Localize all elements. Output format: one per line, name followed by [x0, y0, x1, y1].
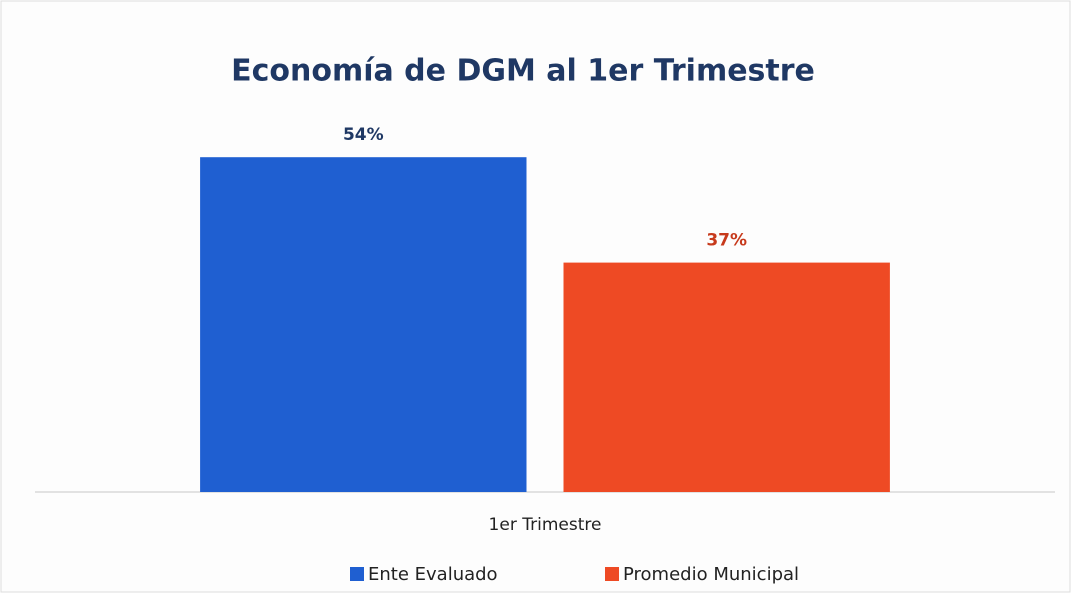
- legend-swatch: [350, 567, 364, 581]
- data-label: 54%: [343, 125, 384, 145]
- legend-swatch: [605, 567, 619, 581]
- legend-label: Promedio Municipal: [623, 564, 799, 585]
- x-tick-label: 1er Trimestre: [489, 515, 602, 535]
- bar: [563, 262, 890, 492]
- bar: [200, 157, 527, 492]
- data-label: 37%: [706, 231, 747, 251]
- legend-label: Ente Evaluado: [368, 564, 498, 585]
- chart-title: Economía de DGM al 1er Trimestre: [231, 54, 815, 89]
